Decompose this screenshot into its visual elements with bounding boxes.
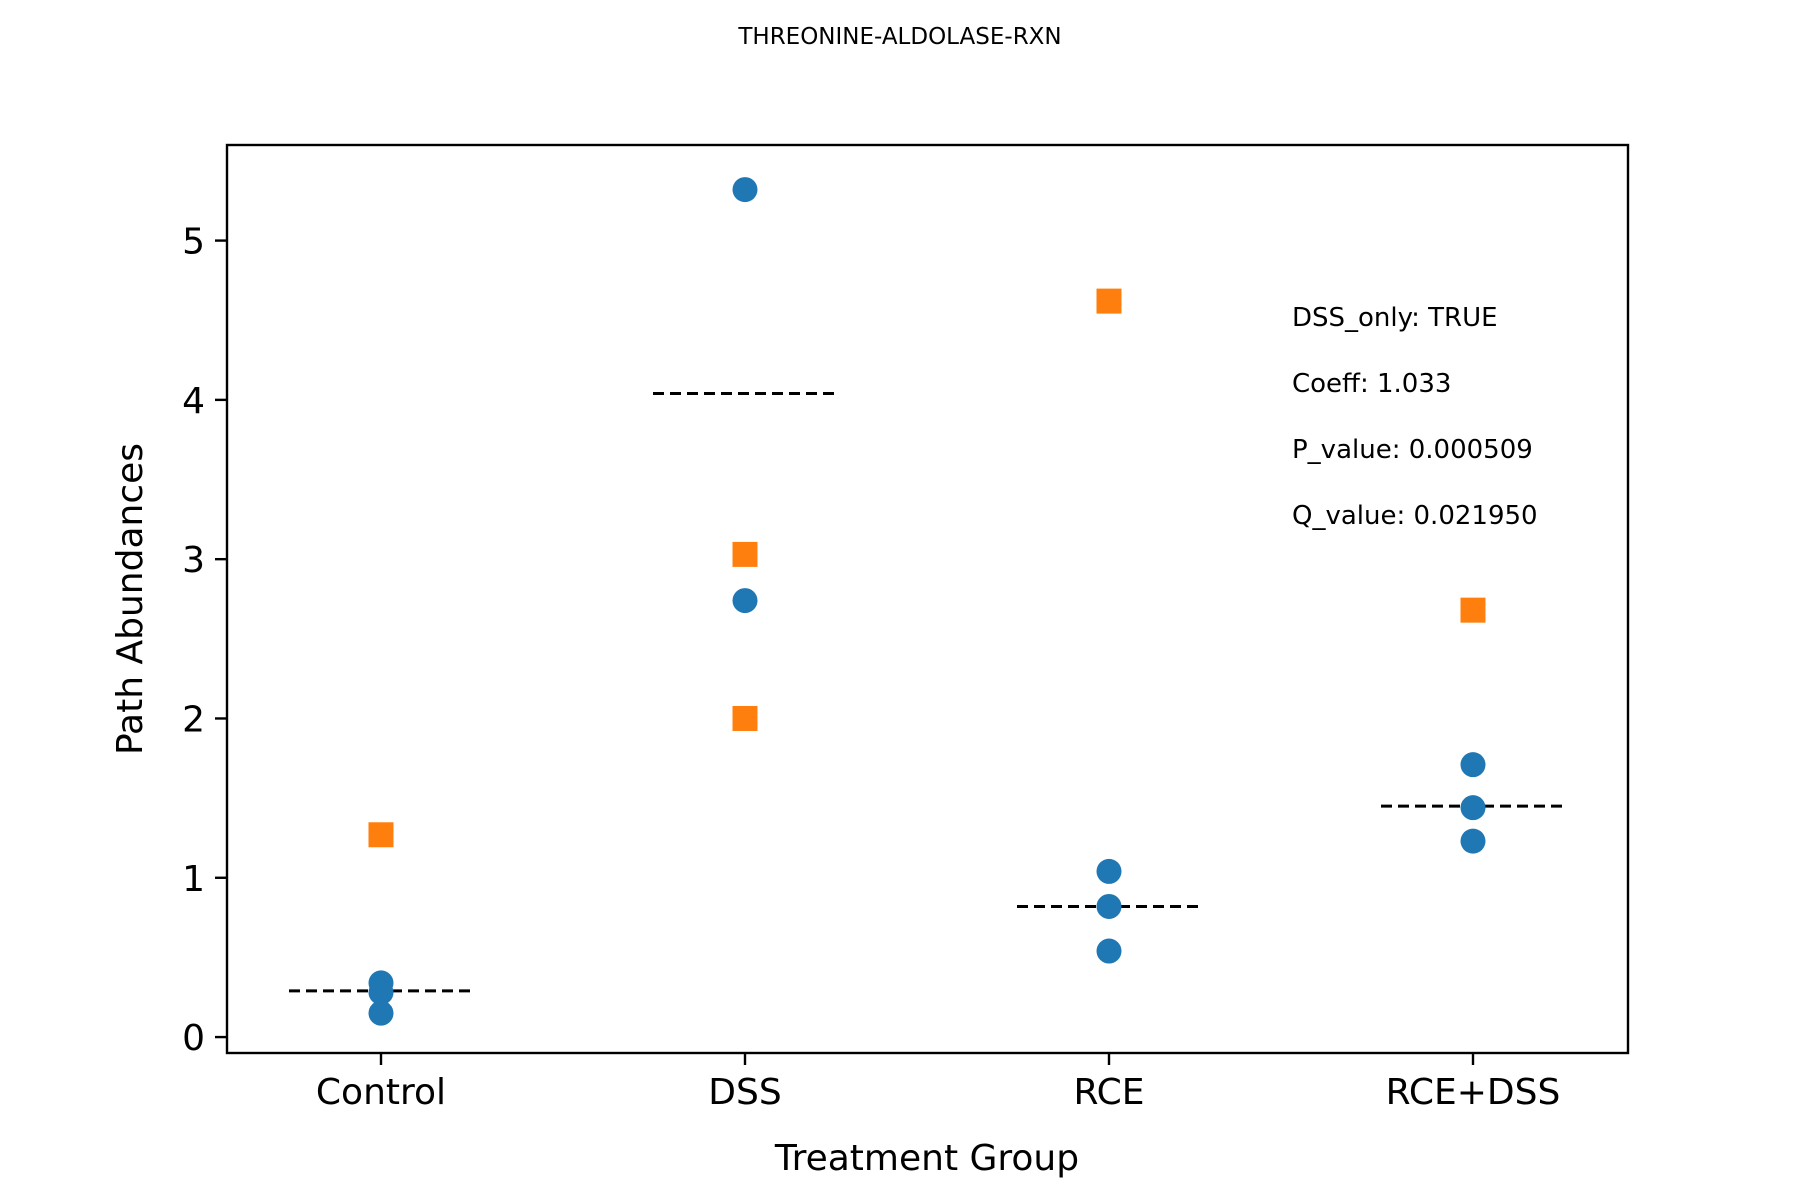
y-tick-label: 1: [182, 859, 205, 900]
y-tick-label: 5: [182, 222, 205, 263]
y-tick-label: 0: [182, 1018, 205, 1059]
data-point-square: [368, 822, 394, 848]
annotation-q-value: Q_value: 0.021950: [1292, 501, 1538, 531]
plot-area-frame: [225, 143, 1630, 1055]
data-point-square: [732, 705, 758, 731]
x-tick-label: RCE+DSS: [1386, 1072, 1561, 1113]
data-point-circle: [1096, 893, 1122, 919]
data-point-circle: [1460, 828, 1486, 854]
data-point-square: [1096, 288, 1122, 314]
x-tick-label: RCE: [1073, 1072, 1144, 1113]
stats-annotation: DSS_only: TRUE Coeff: 1.033 P_value: 0.0…: [1292, 303, 1538, 531]
y-axis-label: Path Abundances: [110, 443, 151, 755]
y-tick-label: 2: [182, 699, 205, 740]
data-point-square: [1460, 597, 1486, 623]
data-point-circle: [1460, 752, 1486, 778]
y-tick-label: 3: [182, 540, 205, 581]
data-points: [368, 177, 1486, 1026]
data-point-circle: [1096, 858, 1122, 884]
x-axis-ticks: Control DSS RCE RCE+DSS: [316, 1053, 1560, 1113]
data-point-circle: [1096, 938, 1122, 964]
group-median-lines: [289, 392, 1565, 993]
data-point-circle: [732, 588, 758, 614]
chart-title: THREONINE-ALDOLASE-RXN: [737, 24, 1061, 50]
y-tick-label: 4: [182, 381, 205, 422]
x-tick-label: DSS: [708, 1072, 781, 1113]
data-point-circle: [732, 177, 758, 203]
x-tick-label: Control: [316, 1072, 446, 1113]
annotation-coeff: Coeff: 1.033: [1292, 369, 1451, 399]
x-axis-label: Treatment Group: [774, 1138, 1079, 1179]
data-point-circle: [368, 1000, 394, 1026]
y-axis-ticks: 0 1 2 3 4 5: [182, 222, 227, 1059]
annotation-p-value: P_value: 0.000509: [1292, 435, 1533, 465]
annotation-dss-only: DSS_only: TRUE: [1292, 303, 1498, 333]
data-point-square: [732, 541, 758, 567]
data-point-circle: [368, 979, 394, 1005]
data-point-circle: [1460, 795, 1486, 821]
